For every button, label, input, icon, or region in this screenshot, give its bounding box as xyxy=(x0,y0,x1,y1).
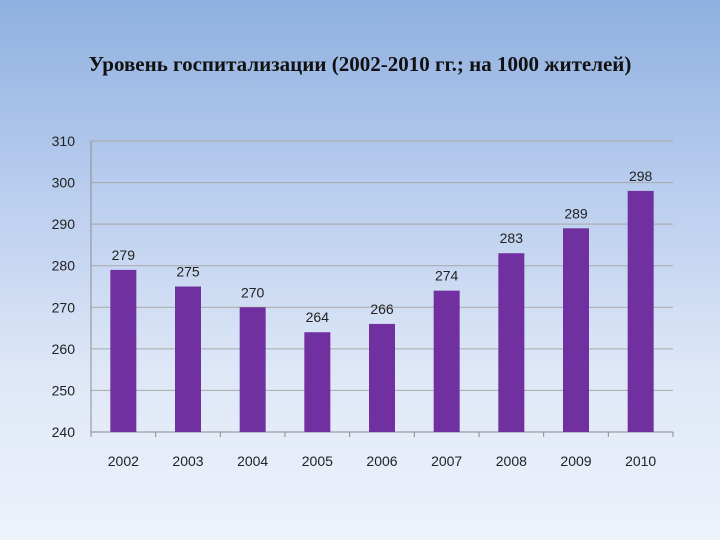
data-label: 270 xyxy=(241,284,265,300)
x-tick-label: 2008 xyxy=(496,453,527,469)
data-label: 275 xyxy=(176,264,200,280)
x-tick-label: 2003 xyxy=(172,453,203,469)
x-tick-label: 2009 xyxy=(560,453,591,469)
data-label: 264 xyxy=(306,309,330,325)
x-tick-label: 2005 xyxy=(302,453,333,469)
bar xyxy=(369,323,395,432)
data-label: 283 xyxy=(500,230,524,246)
x-axis-ticks: 2002 2003 2004 2005 2006 2007 2008 2009 2010 xyxy=(90,432,674,469)
bar xyxy=(304,332,331,432)
y-tick-label: 260 xyxy=(52,341,76,357)
x-tick-label: 2002 xyxy=(108,453,139,469)
bar xyxy=(433,290,460,432)
data-labels: 279 275 270 264 266 274 283 289 298 xyxy=(112,168,653,325)
y-tick-label: 310 xyxy=(52,133,76,149)
bar xyxy=(498,253,525,432)
x-tick-label: 2010 xyxy=(625,453,656,469)
bar xyxy=(563,228,589,432)
slide-title: Уровень госпитализации (2002-2010 гг.; н… xyxy=(88,52,632,76)
bar xyxy=(110,269,137,432)
data-label: 266 xyxy=(370,301,394,317)
x-tick-label: 2006 xyxy=(366,453,397,469)
y-tick-label: 280 xyxy=(52,258,76,274)
data-label: 279 xyxy=(112,247,136,263)
y-axis-ticks: 240 250 260 270 280 290 300 310 xyxy=(52,133,76,440)
bar xyxy=(175,286,201,432)
y-tick-label: 300 xyxy=(52,175,76,191)
data-label: 298 xyxy=(629,168,653,184)
x-tick-label: 2007 xyxy=(431,453,462,469)
y-tick-label: 240 xyxy=(52,424,76,440)
y-tick-label: 270 xyxy=(52,299,76,315)
data-label: 274 xyxy=(435,268,459,284)
y-tick-label: 290 xyxy=(52,216,76,232)
bar xyxy=(627,190,654,432)
y-tick-label: 250 xyxy=(52,382,76,398)
data-label: 289 xyxy=(564,205,588,221)
bar xyxy=(239,307,266,432)
bars xyxy=(110,190,654,432)
x-tick-label: 2004 xyxy=(237,453,268,469)
